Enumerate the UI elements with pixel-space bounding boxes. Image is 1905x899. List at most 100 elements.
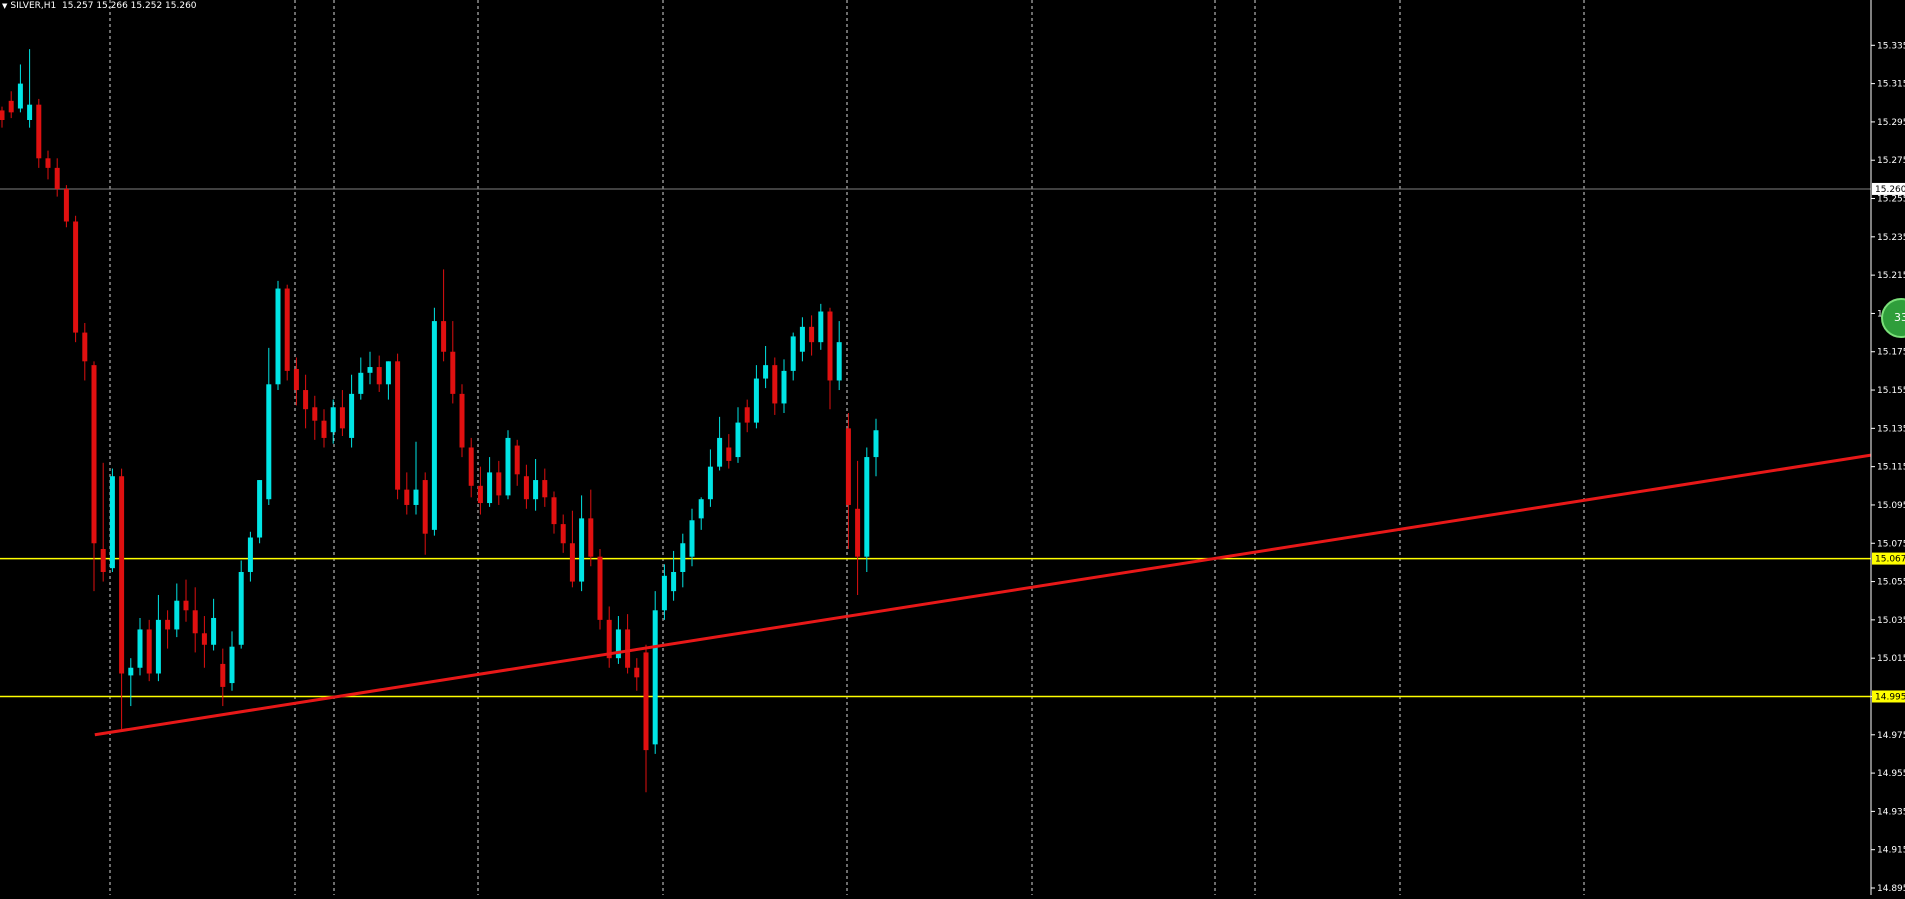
bull-candle [707, 449, 713, 507]
bull-candle [247, 531, 253, 582]
candle-body [183, 600, 189, 611]
bear-candle [855, 460, 861, 595]
bear-candle [772, 357, 778, 415]
bear-candle [36, 98, 42, 168]
bull-candle [689, 508, 695, 567]
axis-tick-label: 14.975 [1877, 731, 1905, 741]
bear-candle [477, 466, 483, 515]
bull-candle [579, 495, 585, 592]
candle-body [753, 378, 759, 423]
bull-candle [174, 583, 180, 638]
candle-body [155, 619, 161, 674]
candle-body [266, 384, 272, 500]
bull-candle [864, 447, 870, 572]
collapse-triangle-icon[interactable]: ▼ [2, 2, 8, 10]
candle-body [588, 518, 594, 557]
bear-candle [73, 215, 79, 343]
candle-body [367, 367, 373, 373]
candle-body [551, 497, 557, 525]
candle-body [643, 652, 649, 751]
bear-candle [588, 489, 594, 567]
bear-candle [726, 434, 732, 469]
candle-body [533, 480, 539, 500]
bear-candle [441, 269, 447, 362]
candle-body [496, 472, 502, 496]
candle-body [54, 167, 60, 189]
bull-candle [275, 280, 281, 391]
candle-body [459, 393, 465, 448]
candle-body [137, 629, 143, 668]
candle-body [468, 447, 474, 486]
candle-body [17, 83, 23, 109]
candle-body [422, 480, 428, 534]
bull-candle [735, 407, 741, 463]
candle-body [229, 646, 235, 684]
candle-body [349, 393, 355, 438]
candle-body [36, 104, 42, 159]
bull-candle [238, 560, 244, 649]
axis-tick-label: 15.255 [1877, 195, 1905, 205]
bull-candle [266, 347, 272, 505]
ohlc-values: 15.257 15.266 15.252 15.260 [61, 1, 197, 11]
candle-body [523, 476, 529, 500]
candle-body [855, 508, 861, 557]
axis-tick-label: 15.135 [1877, 424, 1905, 434]
bear-candle [54, 158, 60, 197]
axis-tick-label: 15.335 [1877, 41, 1905, 51]
candle-body [514, 445, 520, 475]
candle-body [717, 437, 723, 467]
trendline-layer[interactable] [94, 453, 1872, 737]
candle-body [477, 485, 483, 504]
candle-body [606, 619, 612, 659]
candle-body [763, 365, 769, 379]
symbol-name: SILVER,H1 [10, 1, 57, 11]
bear-candle [459, 384, 465, 458]
candle-body [772, 365, 778, 404]
bull-candle [349, 374, 355, 448]
bull-candle [680, 533, 686, 588]
candle-body [0, 110, 5, 120]
candle-body [413, 489, 419, 505]
candle-body [707, 466, 713, 500]
candle-body [385, 361, 391, 385]
bull-candle [790, 332, 796, 381]
candle-body [809, 326, 815, 343]
candle-body [165, 619, 171, 630]
level-tag-label: 15.067 [1875, 555, 1905, 565]
bull-candle [128, 658, 134, 707]
candle-body [790, 336, 796, 371]
bear-candle [312, 395, 318, 440]
bid-tag-box [1872, 182, 1905, 195]
candle-body [569, 543, 575, 582]
axis-tick-label: 14.955 [1877, 769, 1905, 779]
bull-candle [698, 497, 704, 530]
axis-tick-label: 15.155 [1877, 386, 1905, 396]
bear-candle [45, 150, 51, 180]
candle-body [597, 556, 603, 620]
candle-body [818, 311, 824, 343]
bull-candle [818, 303, 824, 350]
bull-candle [109, 468, 115, 572]
bear-candle [625, 614, 631, 674]
support-trendline[interactable] [94, 453, 1872, 737]
bull-candle [27, 49, 33, 128]
axis-tick-label: 14.935 [1877, 807, 1905, 817]
candle-body [45, 158, 51, 168]
bear-candle [634, 658, 640, 691]
candle-body [680, 543, 686, 572]
axis-tick-label: 15.015 [1877, 654, 1905, 664]
bear-candle [606, 606, 612, 668]
axis-tick-label: 15.115 [1877, 463, 1905, 473]
bear-candle [468, 437, 474, 498]
candle-body [542, 480, 548, 498]
bear-candle [542, 468, 548, 507]
bull-candle [671, 550, 677, 601]
bull-candle [17, 64, 23, 113]
level-price-tag: 14.995 [1872, 690, 1905, 703]
candle-body [698, 499, 704, 519]
bull-candle [781, 359, 787, 414]
candle-body [358, 372, 364, 394]
axis-tick-label: 15.035 [1877, 616, 1905, 626]
